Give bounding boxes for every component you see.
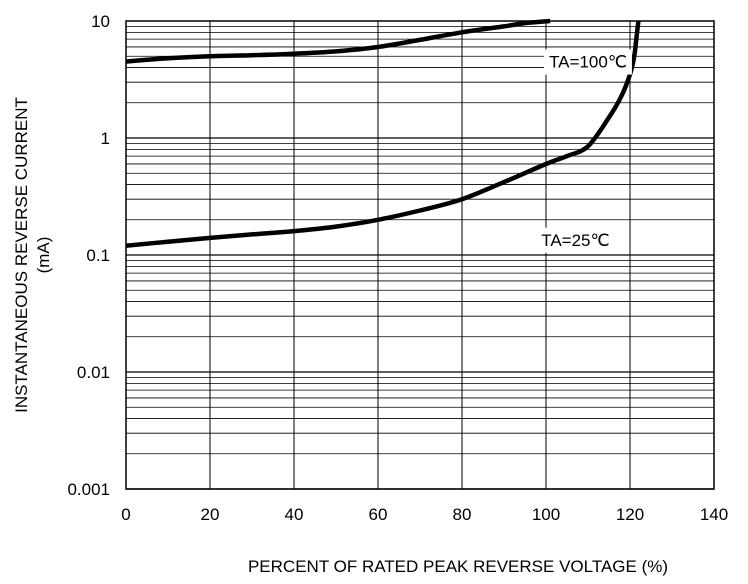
- plot-frame: [125, 20, 715, 490]
- x-tick-label: 140: [700, 505, 728, 524]
- tick-labels: 0 20 40 60 80 100 120 140 0.001 0.01 0.1 1 10: [67, 12, 728, 524]
- x-tick-label: 20: [201, 505, 220, 524]
- x-axis-title: PERCENT OF RATED PEAK REVERSE VOLTAGE (%…: [248, 557, 668, 576]
- label-background: [536, 227, 615, 253]
- y-tick-label: 1: [101, 129, 110, 148]
- curve-label-text: TA=100℃: [549, 53, 627, 72]
- y-tick-label: 0.001: [67, 480, 110, 499]
- y-axis-title: INSTANTANEOUS REVERSE CURRENT (mA): [12, 97, 53, 413]
- label-ta-100c: TA=100℃: [544, 49, 632, 75]
- x-tick-label: 100: [532, 505, 560, 524]
- label-background: [544, 49, 632, 75]
- y-axis-title-line1: INSTANTANEOUS REVERSE CURRENT: [12, 97, 31, 413]
- y-tick-label: 0.01: [77, 363, 110, 382]
- curve-label-text: TA=25℃: [541, 231, 609, 250]
- y-tick-label: 10: [91, 12, 110, 31]
- x-tick-label: 0: [121, 505, 130, 524]
- y-tick-label: 0.1: [86, 246, 110, 265]
- series-line-ta-100c: [125, 18, 551, 64]
- label-ta-25c: TA=25℃: [536, 227, 615, 253]
- x-tick-label: 120: [616, 505, 644, 524]
- curve-labels: TA=100℃ TA=25℃: [536, 49, 632, 253]
- y-axis-title-line2: (mA): [34, 237, 53, 274]
- x-tick-label: 40: [285, 505, 304, 524]
- x-tick-label: 60: [369, 505, 388, 524]
- x-tick-label: 80: [453, 505, 472, 524]
